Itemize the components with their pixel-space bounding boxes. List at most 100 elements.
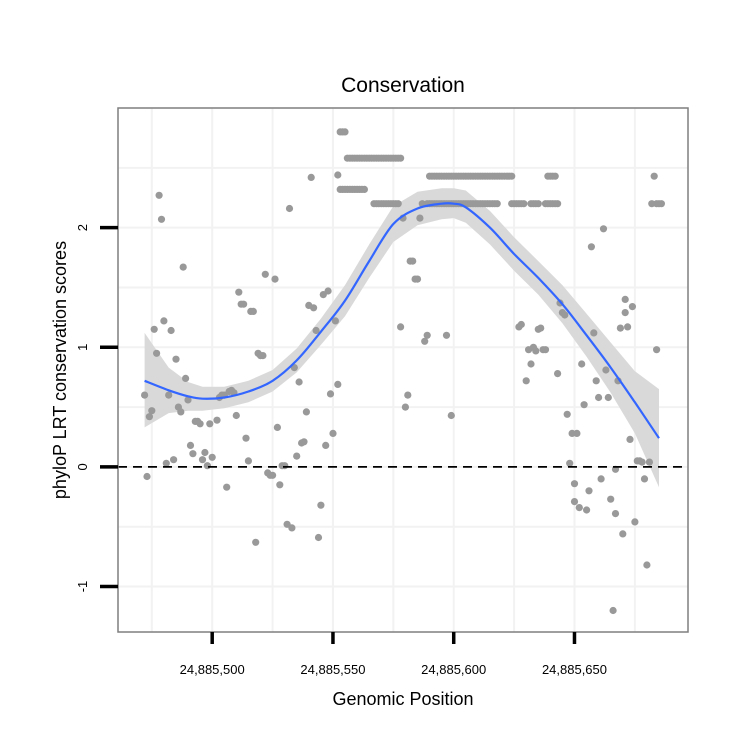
data-point bbox=[580, 401, 588, 409]
axes: 24,885,500 24,885,550 24,885,600 24,885,650… bbox=[75, 224, 607, 677]
data-point bbox=[413, 275, 422, 283]
data-point bbox=[235, 288, 243, 296]
data-point bbox=[148, 407, 156, 415]
data-point bbox=[595, 393, 603, 402]
data-point bbox=[288, 524, 296, 532]
data-point bbox=[273, 423, 281, 431]
data-point bbox=[561, 311, 569, 319]
data-point bbox=[276, 481, 284, 489]
data-point bbox=[640, 475, 649, 483]
data-point bbox=[177, 408, 185, 416]
data-point bbox=[182, 374, 190, 382]
x-tick-label: 24,885,600 bbox=[421, 662, 486, 677]
data-point bbox=[643, 561, 651, 569]
data-point bbox=[155, 191, 163, 199]
data-point bbox=[626, 435, 634, 443]
data-point bbox=[597, 475, 605, 483]
y-tick-label: 0 bbox=[75, 463, 90, 470]
data-point bbox=[244, 457, 252, 465]
data-point bbox=[602, 366, 610, 374]
data-point bbox=[198, 456, 207, 464]
data-point bbox=[206, 420, 214, 428]
data-point bbox=[162, 459, 170, 467]
data-point bbox=[621, 309, 629, 317]
data-point bbox=[421, 337, 429, 345]
data-point bbox=[532, 347, 540, 355]
data-point bbox=[157, 215, 166, 223]
data-point bbox=[650, 172, 658, 180]
data-point bbox=[179, 263, 187, 271]
data-point bbox=[186, 441, 195, 449]
data-point bbox=[628, 303, 637, 311]
data-point bbox=[145, 413, 153, 421]
data-point bbox=[397, 323, 405, 331]
confidence-band bbox=[144, 188, 660, 488]
y-axis-title: phyloP LRT conservation scores bbox=[50, 241, 70, 499]
data-point bbox=[329, 429, 337, 437]
data-point bbox=[401, 403, 409, 411]
data-point bbox=[324, 287, 332, 295]
data-point bbox=[295, 378, 303, 386]
data-point bbox=[322, 441, 330, 449]
data-point bbox=[537, 324, 545, 332]
data-point bbox=[334, 380, 342, 388]
data-point bbox=[285, 204, 294, 213]
data-point bbox=[604, 393, 612, 402]
data-point bbox=[269, 471, 277, 479]
data-point bbox=[442, 331, 451, 339]
data-point bbox=[150, 325, 158, 333]
data-point bbox=[554, 200, 562, 208]
data-point bbox=[621, 295, 629, 303]
data-point bbox=[423, 331, 431, 339]
y-tick-label: 2 bbox=[75, 224, 90, 231]
data-point bbox=[165, 391, 173, 399]
data-point bbox=[624, 323, 632, 331]
data-point bbox=[583, 506, 591, 514]
confidence-ribbon bbox=[144, 188, 660, 488]
data-point bbox=[189, 450, 197, 458]
data-point bbox=[657, 200, 666, 208]
data-point bbox=[554, 370, 562, 378]
data-point bbox=[653, 346, 661, 354]
data-point bbox=[563, 410, 571, 418]
data-point bbox=[223, 483, 231, 491]
data-point bbox=[527, 360, 535, 368]
x-tick-label: 24,885,550 bbox=[300, 662, 365, 677]
data-point bbox=[141, 391, 149, 399]
data-point bbox=[590, 329, 598, 337]
data-point bbox=[293, 452, 301, 460]
smooth-fit bbox=[144, 202, 660, 439]
data-point bbox=[638, 458, 646, 466]
y-tick-label: -1 bbox=[75, 581, 90, 593]
data-point bbox=[570, 480, 579, 488]
x-tick-label: 24,885,650 bbox=[542, 662, 607, 677]
data-point bbox=[341, 128, 349, 136]
data-point bbox=[252, 538, 260, 546]
data-point bbox=[517, 320, 525, 329]
smooth-fit-line bbox=[144, 202, 660, 439]
data-point bbox=[240, 300, 248, 308]
plot-panel-border bbox=[117, 107, 689, 633]
data-point bbox=[201, 448, 209, 457]
data-point bbox=[609, 606, 617, 615]
data-point bbox=[213, 416, 221, 424]
data-point bbox=[520, 200, 528, 208]
data-point bbox=[196, 420, 204, 428]
data-point bbox=[167, 326, 175, 335]
data-point bbox=[508, 172, 516, 180]
data-point bbox=[232, 411, 240, 420]
data-point bbox=[397, 154, 405, 162]
data-point bbox=[281, 462, 289, 470]
data-point bbox=[587, 243, 596, 251]
data-point bbox=[607, 495, 615, 503]
data-point bbox=[249, 307, 257, 315]
data-point bbox=[592, 377, 600, 385]
data-point bbox=[314, 533, 323, 542]
x-tick-label: 24,885,500 bbox=[180, 662, 245, 677]
data-point bbox=[153, 349, 161, 357]
data-point bbox=[317, 501, 325, 509]
data-point bbox=[307, 173, 315, 181]
x-axis-title: Genomic Position bbox=[332, 689, 473, 709]
data-point bbox=[570, 498, 579, 506]
data-point bbox=[334, 171, 342, 179]
